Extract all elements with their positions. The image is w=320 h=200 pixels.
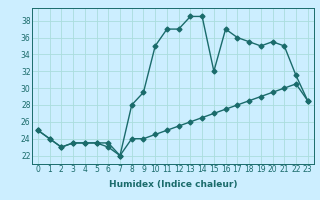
X-axis label: Humidex (Indice chaleur): Humidex (Indice chaleur) [108,180,237,189]
